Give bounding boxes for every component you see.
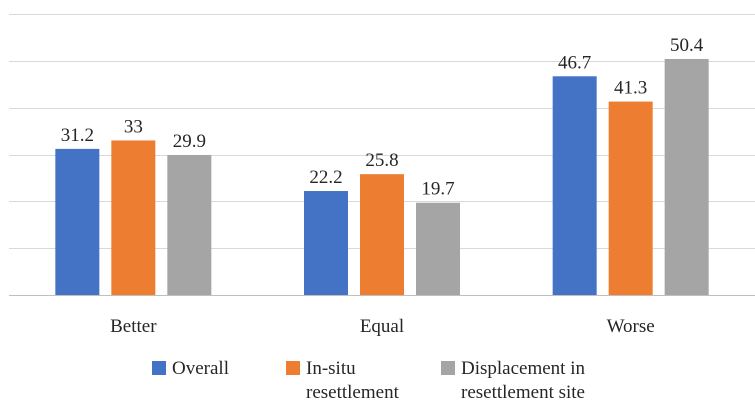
data-label: 50.4	[670, 35, 704, 56]
bar	[167, 154, 212, 295]
data-label: 19.7	[421, 179, 454, 200]
legend-item-displacement: Displacement in resettlement site	[441, 357, 585, 405]
data-label: 41.3	[614, 78, 647, 99]
bar	[664, 58, 709, 296]
bar	[552, 76, 597, 295]
legend-label-overall: Overall	[172, 358, 229, 379]
data-label: 46.7	[558, 52, 591, 73]
legend-item-in-situ: In-situ resettlement	[286, 357, 399, 405]
legend: Overall In-situ resettlement Displacemen…	[0, 357, 755, 409]
x-tick-label: Worse	[607, 316, 655, 337]
legend-label-displacement: Displacement in resettlement site	[461, 358, 585, 403]
data-label: 22.2	[309, 167, 342, 188]
bar-chart: 31.2 33 29.9 Better 22.2 25.8 19.7 Equal 46.7 41.…	[9, 14, 755, 337]
bar	[111, 140, 156, 295]
data-label: 29.9	[173, 131, 206, 152]
bar	[416, 202, 460, 295]
data-label: 31.2	[61, 125, 94, 146]
legend-swatch-in-situ	[286, 361, 300, 375]
x-tick-label: Better	[110, 316, 157, 337]
bar	[55, 148, 100, 295]
legend-item-overall: Overall	[152, 357, 229, 381]
legend-swatch-displacement	[441, 361, 455, 375]
legend-label-in-situ: In-situ resettlement	[306, 358, 399, 403]
legend-swatch-overall	[152, 361, 166, 375]
bar	[360, 174, 404, 295]
data-label: 33	[124, 116, 143, 137]
data-label: 25.8	[365, 150, 398, 171]
x-tick-label: Equal	[360, 316, 404, 337]
bar	[608, 101, 653, 295]
bar	[304, 191, 348, 295]
